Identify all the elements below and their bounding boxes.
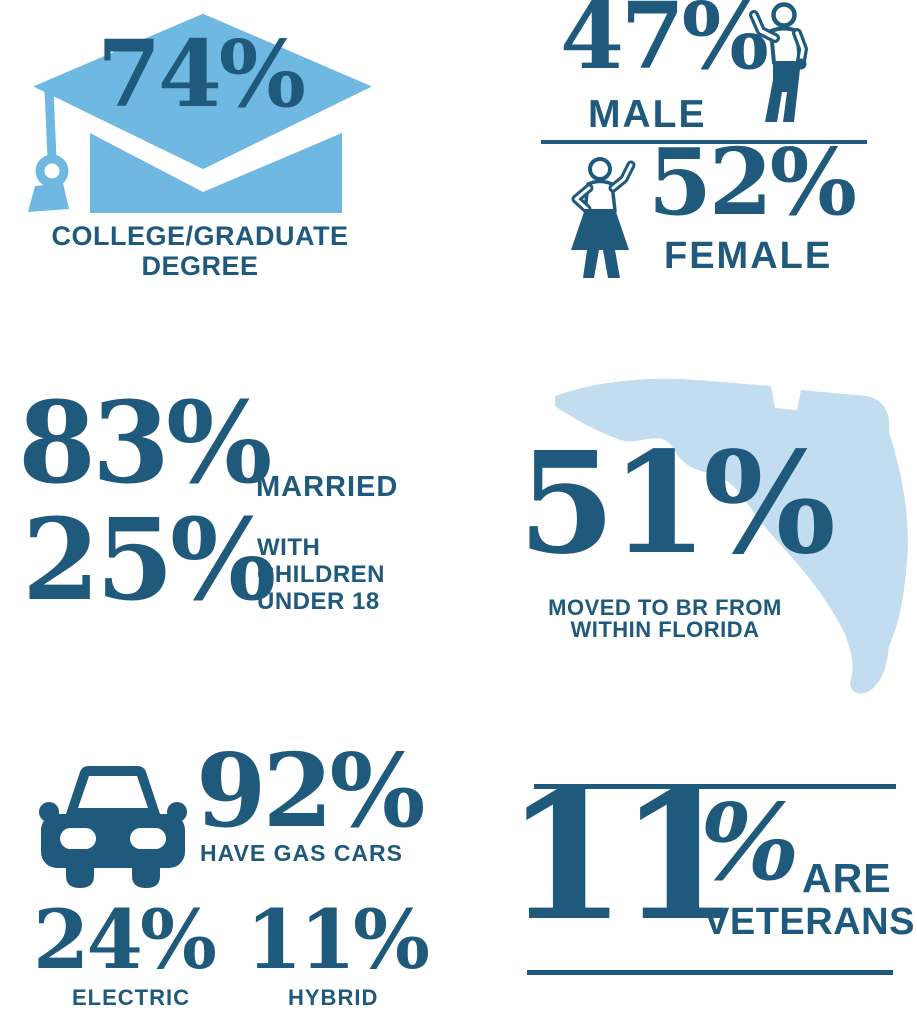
hybrid-label: HYBRID xyxy=(288,985,379,1010)
children-label: WITH CHILDREN UNDER 18 xyxy=(257,534,385,615)
gas-label: HAVE GAS CARS xyxy=(200,840,403,866)
hybrid-value: 11% xyxy=(246,893,430,988)
children-label-line3: UNDER 18 xyxy=(257,588,380,615)
relocation-value: 51% xyxy=(518,422,836,586)
gas-value: 92% xyxy=(196,731,425,850)
children-label-line2: CHILDREN xyxy=(257,561,385,588)
car-icon xyxy=(39,766,187,888)
veterans-bottom-rule xyxy=(527,970,893,975)
female-figure-icon xyxy=(571,157,636,278)
graduation-cap-icon xyxy=(6,2,395,213)
female-label: FEMALE xyxy=(664,235,833,277)
veterans-top-rule xyxy=(534,784,896,789)
education-label-line1: COLLEGE/GRADUATE xyxy=(51,221,349,251)
gender-divider xyxy=(541,140,867,144)
male-label: MALE xyxy=(588,93,707,136)
veterans-label-line2: VETERANS xyxy=(704,901,915,943)
education-label-line2: DEGREE xyxy=(141,251,259,281)
electric-value: 24% xyxy=(33,893,217,988)
married-value: 83% xyxy=(18,378,272,509)
married-label: MARRIED xyxy=(256,471,399,503)
relocation-label-line1: MOVED TO BR FROM xyxy=(548,595,782,620)
male-value: 47% xyxy=(560,0,769,90)
male-figure-icon xyxy=(749,2,808,122)
veterans-value: 11 xyxy=(505,755,741,960)
veterans-label-line1: ARE xyxy=(802,855,892,901)
education-value: 74% xyxy=(97,20,306,128)
children-label-line1: WITH xyxy=(257,534,321,561)
electric-label: ELECTRIC xyxy=(72,985,190,1010)
relocation-label-line2: WITHIN FLORIDA xyxy=(570,617,760,642)
children-value: 25% xyxy=(22,495,276,626)
female-value: 52% xyxy=(648,128,857,236)
veterans-percent-sign: % xyxy=(700,780,800,904)
florida-map-icon xyxy=(555,378,908,694)
